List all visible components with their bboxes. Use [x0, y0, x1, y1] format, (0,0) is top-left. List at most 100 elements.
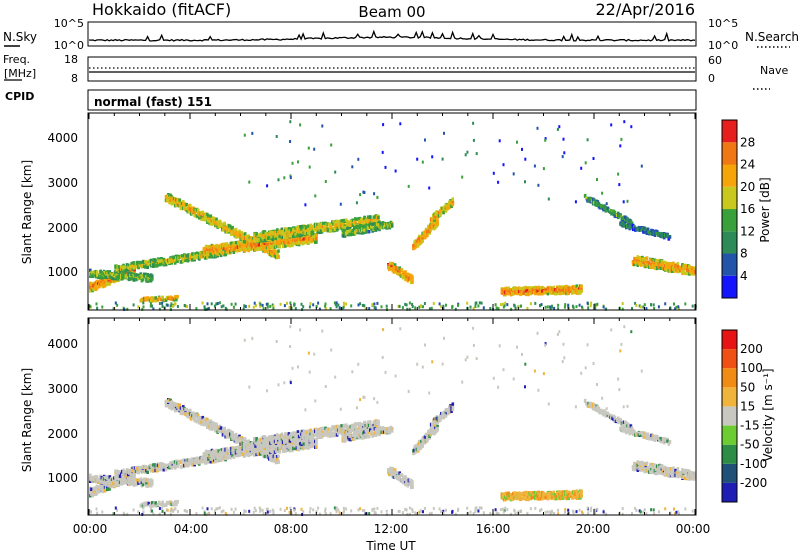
velocity-cell — [238, 434, 241, 438]
power-cell — [231, 248, 234, 253]
power-cell — [96, 306, 99, 310]
power-cell — [623, 120, 626, 124]
velocity-cell — [238, 436, 241, 440]
freq-frame — [87, 56, 697, 82]
power-cell — [414, 306, 417, 310]
power-cell — [659, 266, 662, 270]
power-cell — [567, 305, 570, 309]
power-cell — [506, 303, 509, 307]
velocity-cell — [195, 419, 199, 423]
power-cell — [596, 302, 599, 306]
velocity-cell — [157, 501, 161, 505]
power-cell — [587, 306, 590, 310]
power-cell — [251, 131, 254, 135]
power-cell — [593, 198, 596, 202]
velocity-cell — [210, 427, 214, 431]
power-cell — [289, 140, 292, 143]
velocity-cell — [211, 460, 215, 464]
power-cell — [526, 287, 529, 291]
power-cell — [289, 229, 293, 234]
power-cell — [276, 228, 279, 232]
power-cell — [118, 271, 122, 276]
power-cell — [311, 229, 315, 233]
power-cell — [594, 303, 596, 307]
power-cell — [374, 306, 377, 310]
power-cell — [622, 200, 625, 204]
power-cell — [149, 258, 153, 263]
power-cell — [151, 274, 154, 278]
power-cell — [355, 201, 358, 205]
power-cell — [123, 272, 126, 276]
power-cell — [309, 223, 312, 227]
power-cell — [354, 231, 357, 235]
power-cell — [341, 228, 345, 233]
power-cell — [204, 244, 208, 249]
power-cell — [89, 268, 92, 272]
power-cell — [225, 243, 229, 247]
power-cell — [211, 251, 215, 255]
velocity-cell — [101, 480, 105, 484]
power-cell — [226, 246, 230, 250]
velocity-cell — [219, 426, 223, 430]
power-cell — [544, 138, 547, 142]
power-cell — [297, 160, 299, 164]
power-cell — [164, 262, 168, 267]
power-cell — [377, 218, 380, 222]
power-cell — [261, 247, 264, 251]
power-cell — [605, 307, 608, 311]
power-cell — [550, 305, 553, 309]
power-cell — [647, 261, 651, 265]
power-cell — [398, 270, 401, 274]
power-cell — [217, 244, 221, 248]
power-cell — [289, 176, 292, 180]
power-cell — [206, 302, 209, 306]
power-cell — [451, 202, 455, 207]
power-cell — [137, 305, 140, 309]
power-cell — [164, 298, 168, 302]
freq-unit: [MHz] — [4, 67, 36, 80]
velocity-cell — [195, 456, 199, 460]
velocity-cell — [263, 454, 267, 459]
power-cell — [510, 307, 513, 311]
power-cell — [482, 306, 485, 310]
power-cell — [270, 245, 273, 249]
power-cell — [196, 208, 200, 213]
velocity-cell — [116, 472, 120, 477]
power-cell — [557, 291, 560, 296]
power-cell — [378, 227, 381, 232]
power-cell — [369, 215, 372, 219]
power-cell — [371, 222, 374, 227]
power-cell — [691, 304, 694, 308]
power-cell — [157, 296, 161, 300]
power-cell — [567, 307, 569, 311]
power-cell — [234, 302, 237, 306]
power-cell — [95, 270, 99, 274]
power-cell — [391, 261, 395, 266]
power-cell — [173, 302, 176, 306]
power-cell — [186, 305, 188, 308]
power-cell — [398, 304, 401, 308]
power-cell — [537, 183, 540, 187]
power-cell — [146, 265, 149, 269]
power-cell — [318, 307, 321, 311]
power-cell — [208, 307, 210, 311]
power-cell — [173, 261, 177, 265]
power-cell — [623, 221, 627, 225]
power-cell — [516, 140, 518, 144]
velocity-cell — [133, 473, 136, 477]
power-cell — [441, 157, 444, 161]
power-cell — [300, 233, 303, 237]
power-colorbar-tick: 28 — [740, 135, 755, 149]
power-cell — [660, 260, 664, 264]
power-cell — [116, 303, 119, 307]
velocity-cell — [124, 474, 128, 478]
power-cell — [626, 199, 629, 203]
power-cell — [451, 200, 455, 205]
power-cell — [334, 170, 337, 174]
power-cell — [342, 301, 345, 305]
power-cell — [132, 303, 135, 307]
power-cell — [684, 264, 688, 268]
power-cell — [203, 306, 206, 310]
velocity-cell — [154, 504, 157, 508]
power-cell — [643, 230, 646, 234]
